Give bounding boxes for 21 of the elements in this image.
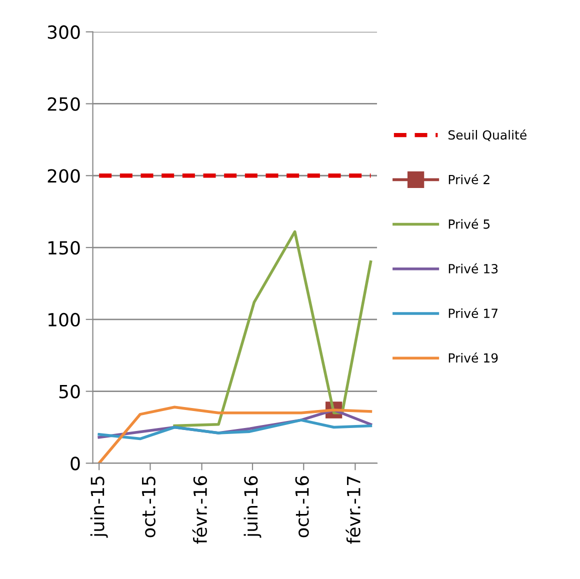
x-tick-label: juin-15 bbox=[90, 476, 108, 538]
legend-label: Privé 13 bbox=[448, 263, 498, 274]
y-tick-label: 300 bbox=[48, 25, 80, 39]
legend-label: Seuil Qualité bbox=[448, 129, 526, 142]
x-tick-label: oct.-16 bbox=[295, 476, 309, 538]
legend-label: Privé 17 bbox=[448, 308, 498, 318]
legend-label: Privé 5 bbox=[448, 218, 490, 229]
line-series bbox=[173, 230, 372, 428]
legend-label: Privé 2 bbox=[448, 174, 490, 184]
y-tick-label: 100 bbox=[48, 312, 80, 327]
y-tick-label: 250 bbox=[48, 97, 80, 111]
y-tick-label: 50 bbox=[59, 384, 80, 398]
x-tick-label: oct.-15 bbox=[142, 476, 156, 538]
legend-label: Privé 19 bbox=[448, 352, 498, 363]
y-tick-label: 200 bbox=[48, 169, 80, 183]
line-series bbox=[98, 418, 372, 440]
y-tick-label: 150 bbox=[48, 240, 80, 255]
x-tick-label: févr.-17 bbox=[346, 476, 360, 544]
x-tick-label: juin-16 bbox=[244, 476, 262, 538]
y-tick-label: 0 bbox=[70, 456, 80, 470]
x-tick-label: févr.-16 bbox=[192, 476, 208, 544]
